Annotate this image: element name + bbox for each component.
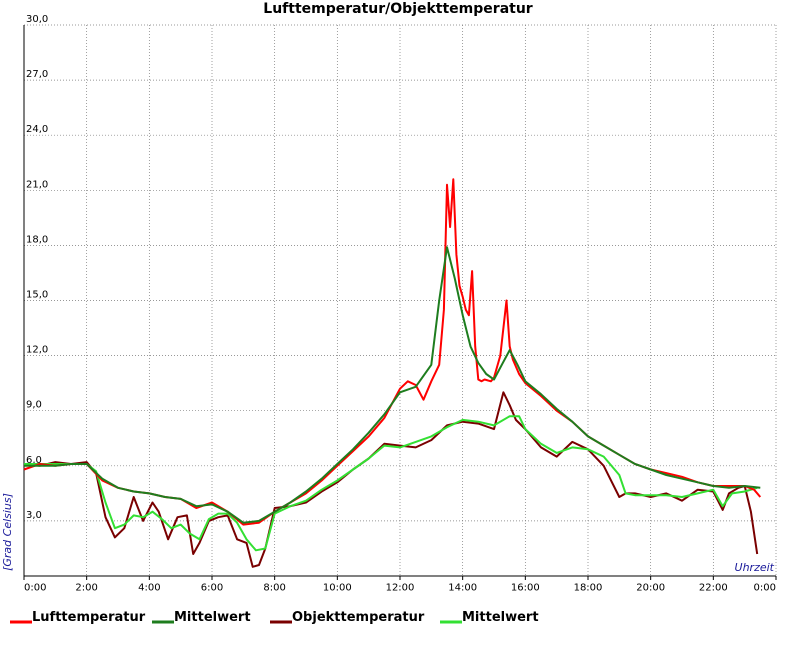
y-tick-label: 3,0: [26, 510, 42, 521]
y-tick-label: 9,0: [26, 400, 42, 411]
grid: [24, 24, 777, 576]
legend: Lufttemperatur Mittelwert Objekttemperatur…: [10, 610, 539, 625]
series-line-3: [24, 415, 758, 552]
x-tick-label: 22:00: [699, 582, 728, 593]
legend-label: Mittelwert: [174, 610, 251, 625]
legend-label: Objekttemperatur: [292, 610, 425, 625]
x-tick-label: 0:00: [24, 582, 46, 593]
x-tick-label: 16:00: [511, 582, 540, 593]
legend-label: Lufttemperatur: [32, 610, 146, 625]
x-tick-label: 20:00: [636, 582, 665, 593]
x-tick-label: 10:00: [323, 582, 352, 593]
x-tick-label: 12:00: [386, 582, 415, 593]
chart-title: Lufttemperatur/Objekttemperatur: [263, 1, 533, 17]
y-tick-label: 6,0: [26, 455, 42, 466]
y-tick-label: 30,0: [26, 14, 48, 25]
x-axis-label: Uhrzeit: [735, 561, 775, 574]
y-tick-label: 12,0: [26, 345, 48, 356]
axis-ticks: 0:00 2:00 4:00 6:00 8:00 10:00 12:00 14:00 16:00…: [23, 14, 777, 593]
y-tick-label: 24,0: [26, 124, 48, 135]
x-tick-label: 0:00: [754, 582, 776, 593]
x-tick-label: 4:00: [138, 582, 160, 593]
legend-label: Mittelwert: [462, 610, 539, 625]
x-tick-label: 2:00: [75, 582, 97, 593]
y-tick-label: 21,0: [26, 179, 48, 190]
series-group: [23, 178, 762, 568]
y-tick-label: 18,0: [26, 234, 48, 245]
y-tick-label: 15,0: [26, 290, 48, 301]
x-tick-label: 8:00: [263, 582, 285, 593]
y-axis-label: [Grad Celsius]: [1, 493, 14, 571]
y-tick-label: 27,0: [26, 69, 48, 80]
x-tick-label: 14:00: [448, 582, 477, 593]
x-tick-label: 18:00: [574, 582, 603, 593]
series-line-1: [24, 246, 761, 524]
x-tick-label: 6:00: [201, 582, 223, 593]
